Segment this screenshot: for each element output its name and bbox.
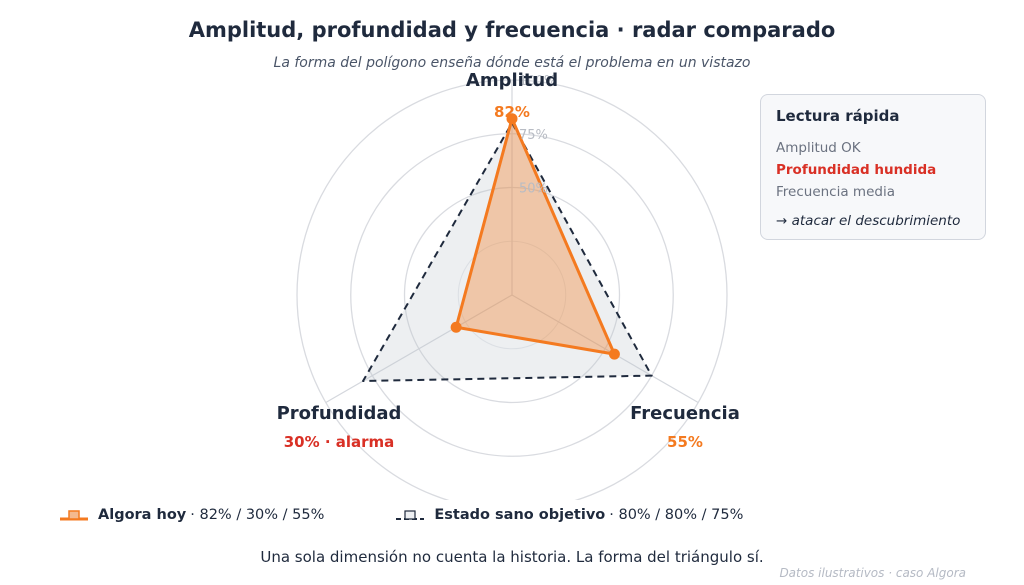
axis-value-label-0: 82% [494, 103, 530, 121]
quick-read-frecuencia: Frecuencia media [776, 184, 895, 200]
quick-read-title: Lectura rápida [776, 107, 900, 125]
legend-name-algora: Algora hoy [98, 507, 187, 523]
radar-polygons [362, 113, 653, 382]
radar-axis-labels: Amplitud 82% Frecuencia 55% Profundidad 30% ·… [277, 70, 740, 451]
axis-value-label-2: 30% · alarma [284, 433, 395, 451]
chart-footer-note: Una sola dimensión no cuenta la historia… [260, 548, 764, 566]
radar-spoke-1 [511, 294, 699, 404]
quick-read-profundidad: Profundidad hundida [776, 162, 937, 178]
quick-read-amplitud: Amplitud OK [776, 140, 861, 156]
ring-label-50: 50% [519, 182, 548, 197]
legend-detail-algora: · 82% / 30% / 55% [190, 507, 325, 523]
radar-ring-labels: 50% 75% 100% [519, 74, 556, 197]
axis-value-label-1: 55% [667, 433, 703, 451]
ring-label-75: 75% [519, 128, 548, 143]
legend-swatch-algora [60, 510, 88, 521]
radar-chart: 50% 75% 100% Amplitud 82% Frecuencia 55% Profu… [277, 70, 740, 500]
quick-read-action: → atacar el descubrimiento [776, 213, 961, 229]
legend-name-objetivo: Estado sano objetivo [434, 507, 606, 523]
series-point-0-0 [506, 113, 518, 125]
legend-detail-objetivo: · 80% / 80% / 75% [609, 507, 744, 523]
data-credit: Datos ilustrativos · caso Algora [779, 566, 966, 580]
legend-item-algora: Algora hoy · 82% / 30% / 55% [58, 507, 324, 523]
ring-label-100: 100% [519, 74, 556, 89]
series-polygon-1 [362, 122, 653, 382]
chart-legend: Algora hoy · 82% / 30% / 55% Estado sano… [58, 507, 813, 523]
axis-label-1: Frecuencia [630, 403, 740, 424]
radar-spoke-2 [325, 294, 513, 404]
axis-label-2: Profundidad [277, 403, 402, 424]
series-polygon-0 [454, 117, 616, 356]
chart-subtitle: La forma del polígono enseña dónde está … [273, 55, 751, 71]
legend-item-objetivo: Estado sano objetivo · 80% / 80% / 75% [394, 507, 743, 523]
axis-label-0: Amplitud [466, 70, 558, 91]
series-point-0-1 [608, 348, 620, 360]
series-point-0-2 [450, 321, 462, 333]
quick-read-panel: Lectura rápida Amplitud OK Profundidad h… [760, 94, 986, 240]
legend-swatch-objetivo [396, 510, 425, 520]
chart-title: Amplitud, profundidad y frecuencia · rad… [188, 18, 836, 42]
